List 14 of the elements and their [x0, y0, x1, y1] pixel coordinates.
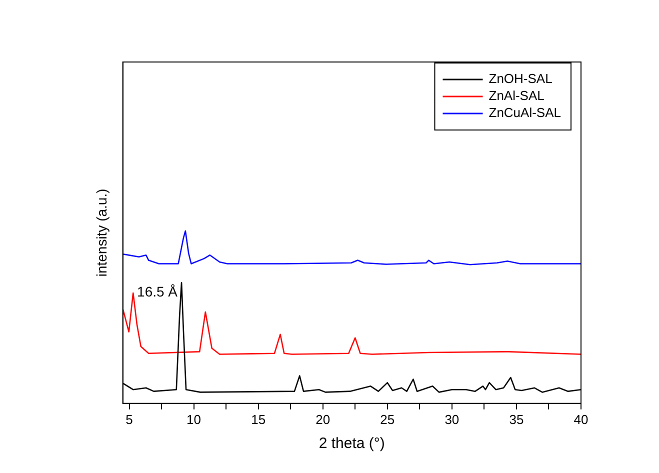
x-axis-title: 2 theta (°)	[318, 435, 385, 452]
legend-label: ZnAl-SAL	[488, 88, 544, 104]
x-tick-label: 30	[444, 412, 460, 427]
x-tick-label: 25	[380, 412, 395, 427]
x-tick-label: 15	[251, 412, 266, 427]
x-tick-label: 35	[509, 412, 524, 427]
x-tick-label: 20	[316, 412, 330, 427]
y-axis-title: intensity (a.u.)	[93, 188, 110, 277]
annotation: 16.5 Å	[137, 284, 178, 300]
x-tick-label: 40	[574, 412, 588, 427]
x-tick-label: 5	[126, 412, 133, 427]
legend-label: ZnOH-SAL	[488, 71, 552, 86]
x-tick-label: 10	[186, 412, 202, 427]
legend-label: ZnCuAl-SAL	[488, 105, 561, 120]
